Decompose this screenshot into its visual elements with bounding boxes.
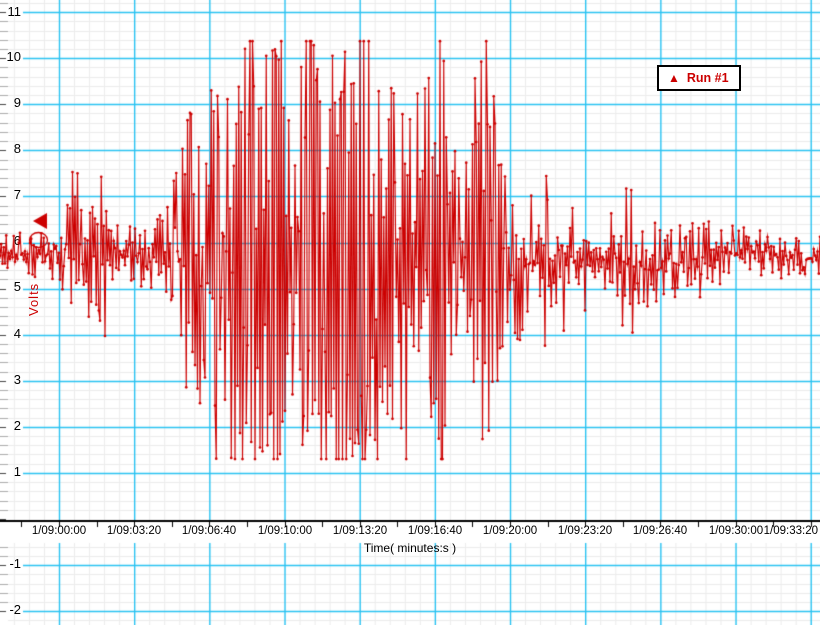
- legend-run-triangle-icon: ▲: [668, 71, 680, 85]
- legend-run-label: Run #1: [686, 71, 729, 85]
- legend-box[interactable]: ▲ Run #1: [657, 65, 741, 91]
